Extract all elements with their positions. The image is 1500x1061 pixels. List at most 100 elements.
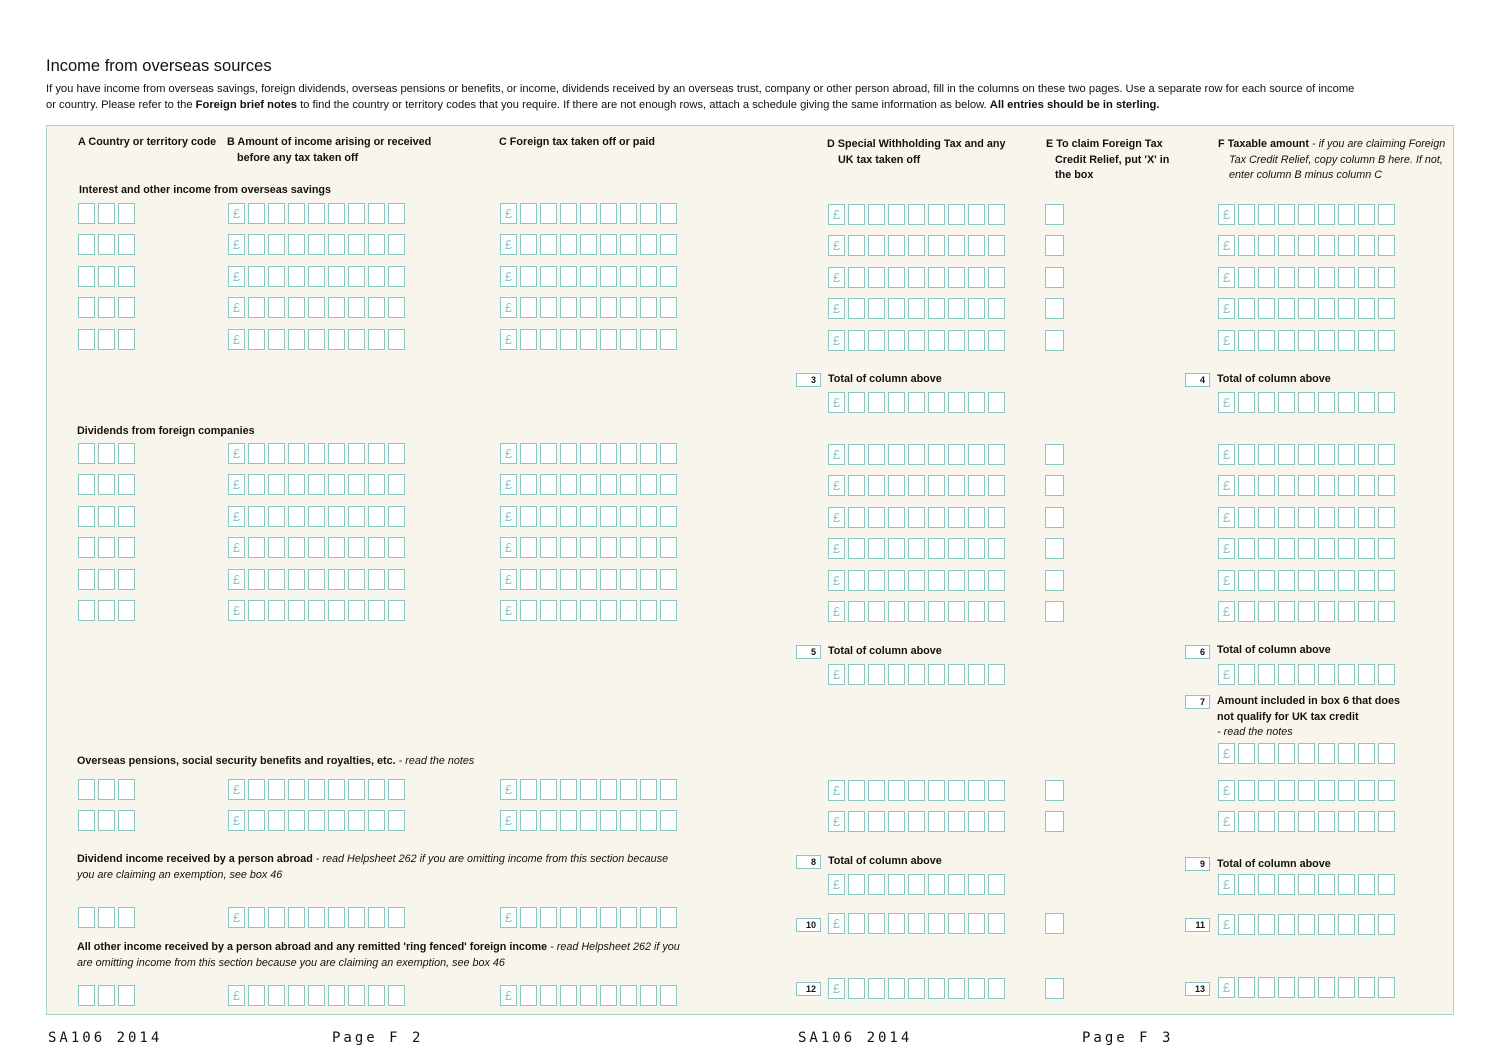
digit-box[interactable]: [968, 507, 985, 528]
digit-box[interactable]: [580, 329, 597, 350]
digit-box[interactable]: [78, 474, 95, 495]
digit-box[interactable]: [268, 779, 285, 800]
digit-box[interactable]: [328, 600, 345, 621]
digit-box[interactable]: [640, 443, 657, 464]
savings-row-4-country-code[interactable]: [78, 297, 135, 318]
digit-box[interactable]: [600, 329, 617, 350]
pensions-row-2-amount-b[interactable]: £: [228, 810, 405, 831]
digit-box[interactable]: [78, 810, 95, 831]
dividends-row-6-amount-d[interactable]: £: [828, 601, 1005, 622]
digit-box[interactable]: [908, 811, 925, 832]
digit-box[interactable]: [1258, 570, 1275, 591]
digit-box[interactable]: [1238, 267, 1255, 288]
digit-box[interactable]: [540, 537, 557, 558]
currency-symbol[interactable]: £: [500, 329, 517, 350]
digit-box[interactable]: [848, 204, 865, 225]
dividends-row-4-amount-f[interactable]: £: [1218, 538, 1395, 559]
digit-box[interactable]: [620, 297, 637, 318]
digit-box[interactable]: [968, 392, 985, 413]
savings-row-2-country-code[interactable]: [78, 234, 135, 255]
digit-box[interactable]: [1338, 330, 1355, 351]
currency-symbol[interactable]: £: [828, 978, 845, 999]
total-box-5[interactable]: £: [828, 664, 1005, 685]
digit-box[interactable]: [98, 569, 115, 590]
digit-box[interactable]: [580, 569, 597, 590]
savings-row-4-amount-b[interactable]: £: [228, 297, 405, 318]
digit-box[interactable]: [560, 443, 577, 464]
digit-box[interactable]: [928, 330, 945, 351]
digit-box[interactable]: [520, 329, 537, 350]
digit-box[interactable]: [118, 329, 135, 350]
digit-box[interactable]: [248, 810, 265, 831]
digit-box[interactable]: [248, 266, 265, 287]
digit-box[interactable]: [288, 474, 305, 495]
digit-box[interactable]: [368, 537, 385, 558]
digit-box[interactable]: [348, 506, 365, 527]
savings-row-1-country-code[interactable]: [78, 203, 135, 224]
digit-box[interactable]: [1318, 743, 1335, 764]
digit-box[interactable]: [1278, 298, 1295, 319]
digit-box[interactable]: [268, 234, 285, 255]
digit-box[interactable]: [1318, 811, 1335, 832]
digit-box[interactable]: [888, 570, 905, 591]
digit-box[interactable]: [560, 234, 577, 255]
digit-box[interactable]: [1278, 780, 1295, 801]
digit-box[interactable]: [888, 204, 905, 225]
digit-box[interactable]: [118, 234, 135, 255]
currency-symbol[interactable]: £: [500, 907, 517, 928]
dividends-row-6-ftcr-checkbox[interactable]: [1045, 601, 1064, 622]
digit-box[interactable]: [1278, 330, 1295, 351]
digit-box[interactable]: [1278, 570, 1295, 591]
digit-box[interactable]: [388, 537, 405, 558]
currency-symbol[interactable]: £: [500, 779, 517, 800]
digit-box[interactable]: [888, 780, 905, 801]
savings-row-5-amount-d[interactable]: £: [828, 330, 1005, 351]
digit-box[interactable]: [268, 537, 285, 558]
dividends-row-1-amount-d[interactable]: £: [828, 444, 1005, 465]
digit-box[interactable]: [928, 538, 945, 559]
digit-box[interactable]: [348, 266, 365, 287]
currency-symbol[interactable]: £: [228, 266, 245, 287]
digit-box[interactable]: [1378, 601, 1395, 622]
digit-box[interactable]: [1358, 267, 1375, 288]
digit-box[interactable]: [660, 506, 677, 527]
digit-box[interactable]: [78, 266, 95, 287]
digit-box[interactable]: [1298, 267, 1315, 288]
dividends-row-5-amount-d[interactable]: £: [828, 570, 1005, 591]
savings-row-5-amount-f[interactable]: £: [1218, 330, 1395, 351]
digit-box[interactable]: [1378, 444, 1395, 465]
digit-box[interactable]: [1278, 874, 1295, 895]
digit-box[interactable]: [660, 266, 677, 287]
currency-symbol[interactable]: £: [228, 907, 245, 928]
digit-box[interactable]: [248, 985, 265, 1006]
digit-box[interactable]: [928, 664, 945, 685]
digit-box[interactable]: [248, 474, 265, 495]
pensions-row-2-amount-d[interactable]: £: [828, 811, 1005, 832]
digit-box[interactable]: [1258, 330, 1275, 351]
digit-box[interactable]: [1278, 444, 1295, 465]
digit-box[interactable]: [328, 810, 345, 831]
digit-box[interactable]: [1278, 538, 1295, 559]
digit-box[interactable]: [328, 779, 345, 800]
digit-box[interactable]: [78, 234, 95, 255]
currency-symbol[interactable]: £: [828, 913, 845, 934]
digit-box[interactable]: [908, 475, 925, 496]
digit-box[interactable]: [1358, 570, 1375, 591]
digit-box[interactable]: [580, 600, 597, 621]
digit-box[interactable]: [540, 810, 557, 831]
digit-box[interactable]: [968, 664, 985, 685]
digit-box[interactable]: [1258, 601, 1275, 622]
digit-box[interactable]: [1298, 743, 1315, 764]
digit-box[interactable]: [560, 266, 577, 287]
digit-box[interactable]: [520, 234, 537, 255]
digit-box[interactable]: [560, 329, 577, 350]
digit-box[interactable]: [928, 507, 945, 528]
digit-box[interactable]: [908, 913, 925, 934]
digit-box[interactable]: [1298, 914, 1315, 935]
digit-box[interactable]: [348, 297, 365, 318]
digit-box[interactable]: [308, 266, 325, 287]
digit-box[interactable]: [1318, 538, 1335, 559]
dividends-row-2-ftcr-checkbox[interactable]: [1045, 475, 1064, 496]
digit-box[interactable]: [288, 506, 305, 527]
digit-box[interactable]: [540, 569, 557, 590]
